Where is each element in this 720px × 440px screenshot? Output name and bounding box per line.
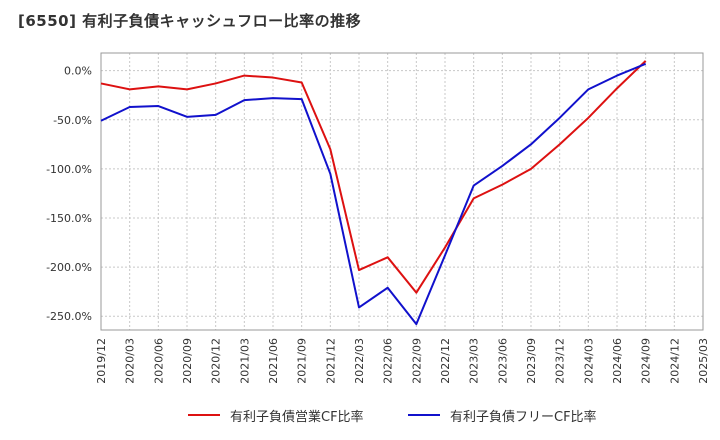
chart-title: [6550] 有利子負債キャッシュフロー比率の推移 (18, 12, 362, 30)
x-tick-label: 2020/09 (181, 338, 194, 384)
x-tick-label: 2021/12 (324, 338, 337, 384)
y-tick-label: -100.0% (46, 163, 92, 176)
x-tick-label: 2023/06 (496, 338, 509, 384)
grid-layer (100, 53, 704, 330)
x-tick-label: 2019/12 (95, 338, 108, 384)
series-layer (100, 60, 647, 326)
x-tick-label: 2022/12 (439, 338, 452, 384)
plot-border (100, 52, 704, 331)
legend-swatch-free-cf (408, 414, 440, 416)
x-tick-label: 2022/06 (382, 338, 395, 384)
x-tick-label: 2021/03 (238, 338, 251, 384)
x-tick-label: 2020/06 (152, 338, 165, 384)
x-axis-ticks: 2019/12 2020/03 2020/06 2020/09 2020/12 2021/… (95, 338, 710, 384)
x-tick-label: 2024/12 (668, 338, 681, 384)
series-line-free-cf (100, 62, 647, 326)
legend-item-operating-cf: 有利子負債営業CF比率 (188, 404, 364, 426)
x-tick-label: 2025/03 (697, 338, 710, 384)
x-tick-label: 2023/12 (554, 338, 567, 384)
series-line-operating-cf (100, 60, 647, 294)
legend-item-free-cf: 有利子負債フリーCF比率 (408, 404, 597, 426)
y-tick-label: -50.0% (53, 114, 92, 127)
x-tick-label: 2024/06 (611, 338, 624, 384)
x-tick-label: 2024/09 (640, 338, 653, 384)
legend: 有利子負債営業CF比率 有利子負債フリーCF比率 (0, 404, 720, 426)
y-tick-label: -250.0% (46, 310, 92, 323)
x-tick-label: 2023/09 (525, 338, 538, 384)
plot-frame (100, 52, 704, 331)
legend-label-operating-cf: 有利子負債営業CF比率 (230, 409, 364, 425)
x-tick-label: 2023/03 (468, 338, 481, 384)
legend-swatch-operating-cf (188, 414, 220, 416)
legend-label-free-cf: 有利子負債フリーCF比率 (450, 409, 597, 425)
x-tick-label: 2021/09 (296, 338, 309, 384)
y-tick-label: 0.0% (64, 65, 92, 78)
y-tick-label: -150.0% (46, 212, 92, 225)
y-axis-ticks: 0.0% -50.0% -100.0% -150.0% -200.0% -250.0% (46, 65, 92, 324)
x-tick-label: 2022/09 (410, 338, 423, 384)
x-tick-label: 2020/03 (124, 338, 137, 384)
x-tick-label: 2021/06 (267, 338, 280, 384)
x-tick-label: 2024/03 (582, 338, 595, 384)
y-tick-label: -200.0% (46, 261, 92, 274)
x-tick-label: 2020/12 (210, 338, 223, 384)
x-tick-label: 2022/03 (353, 338, 366, 384)
